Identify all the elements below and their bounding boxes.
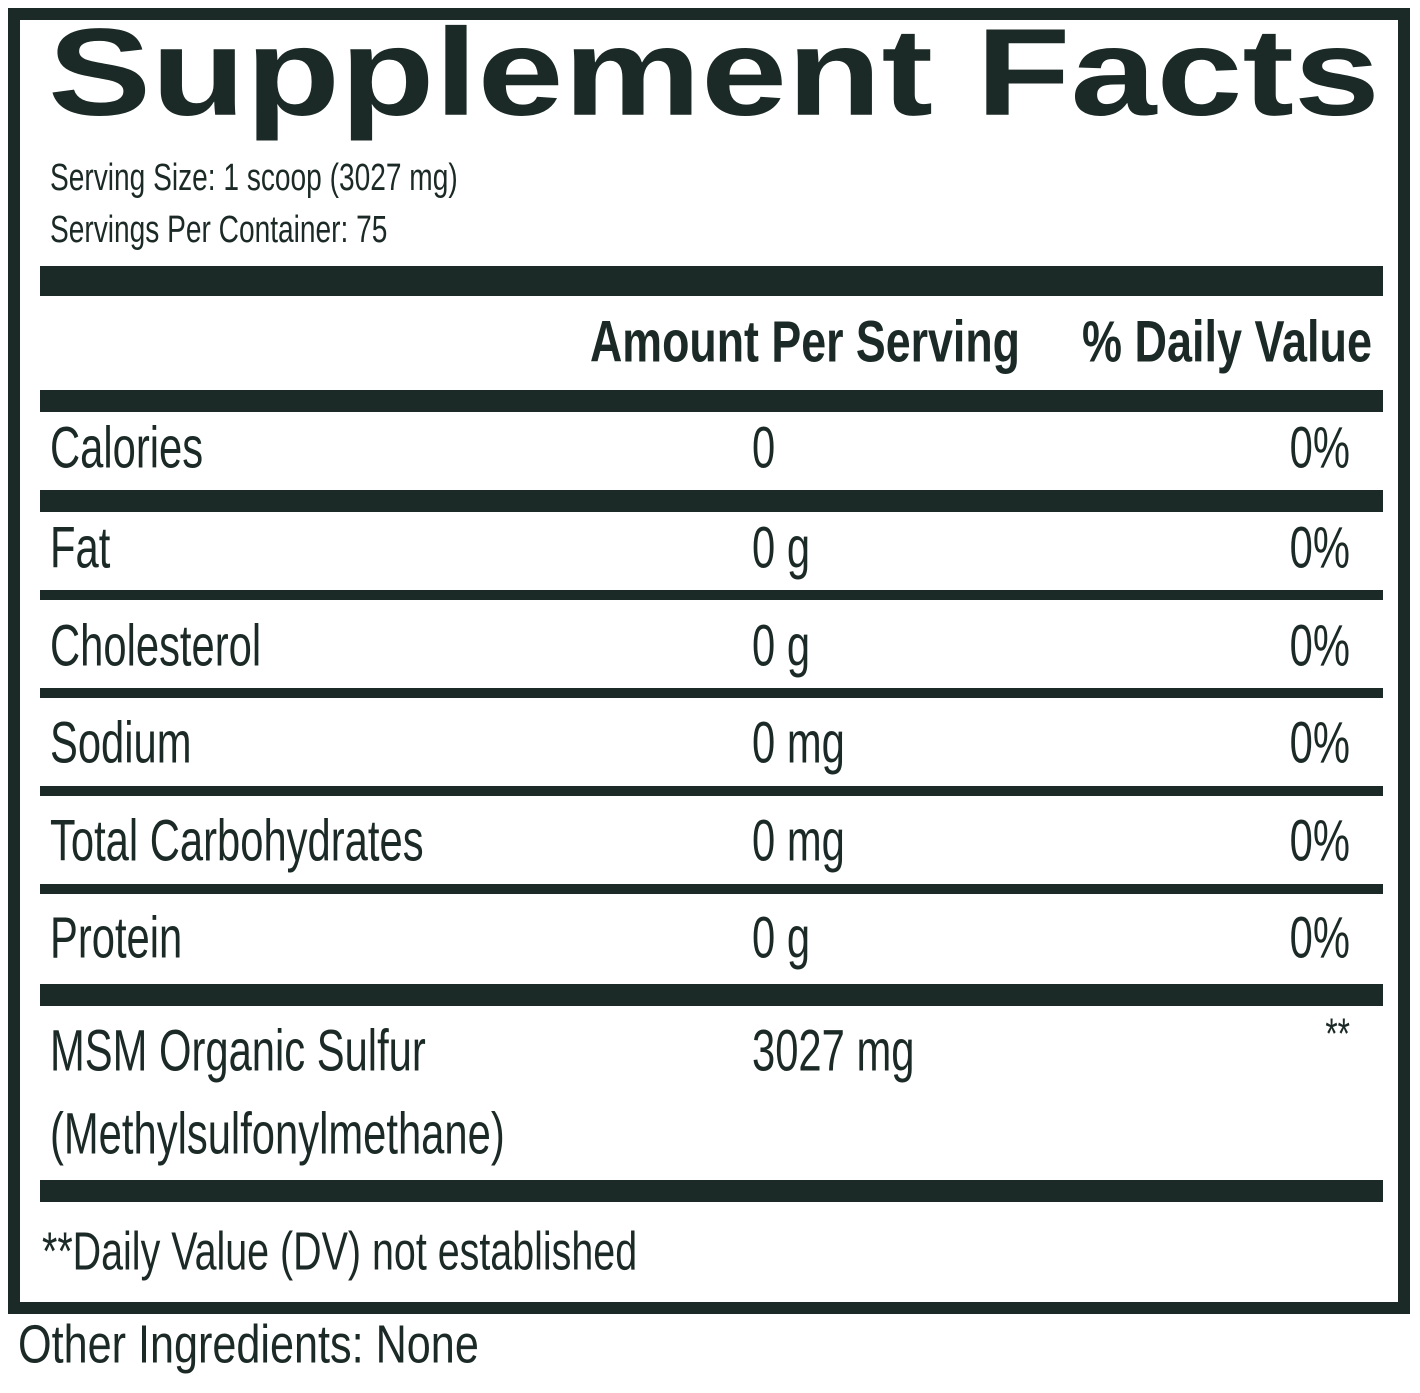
nutrient-name: Sodium	[50, 710, 192, 775]
amount: 0 g	[752, 515, 810, 580]
other-ingredients: Other Ingredients: None	[18, 1315, 479, 1375]
rule-thick	[40, 390, 1383, 412]
nutrient-name: Cholesterol	[50, 613, 261, 678]
amount: 0 g	[752, 613, 810, 678]
daily-value: 0%	[1290, 710, 1350, 775]
daily-value: 0%	[1290, 415, 1350, 480]
daily-value: 0%	[1290, 515, 1350, 580]
footnote: **Daily Value (DV) not established	[42, 1221, 637, 1282]
nutrient-name: (Methylsulfonylmethane)	[50, 1101, 505, 1166]
amount: 3027 mg	[752, 1018, 914, 1083]
amount: 0	[752, 415, 775, 480]
daily-value: 0%	[1290, 613, 1350, 678]
rule-thick	[40, 490, 1383, 512]
rule-thin	[40, 590, 1383, 600]
nutrient-name: Fat	[50, 515, 110, 580]
amount: 0 g	[752, 905, 810, 970]
nutrient-name: Protein	[50, 905, 182, 970]
rule-thin	[40, 884, 1383, 894]
title: Supplement Facts	[48, 4, 1380, 142]
amount: 0 mg	[752, 808, 845, 873]
rule-thick	[40, 1180, 1383, 1202]
rule-thick	[40, 266, 1383, 296]
rule-thick	[40, 984, 1383, 1006]
amount: 0 mg	[752, 710, 845, 775]
nutrient-name: Calories	[50, 415, 203, 480]
serving-size: Serving Size: 1 scoop (3027 mg)	[50, 157, 458, 199]
daily-value: **	[1325, 1010, 1350, 1059]
label-border	[8, 8, 1410, 1314]
nutrient-name: MSM Organic Sulfur	[50, 1018, 426, 1083]
nutrient-name: Total Carbohydrates	[50, 808, 424, 873]
column-header: % Daily Value	[1082, 309, 1372, 374]
servings-per-container: Servings Per Container: 75	[50, 209, 387, 251]
daily-value: 0%	[1290, 905, 1350, 970]
rule-thin	[40, 688, 1383, 698]
rule-thin	[40, 786, 1383, 796]
column-header: Amount Per Serving	[590, 309, 1020, 374]
daily-value: 0%	[1290, 808, 1350, 873]
